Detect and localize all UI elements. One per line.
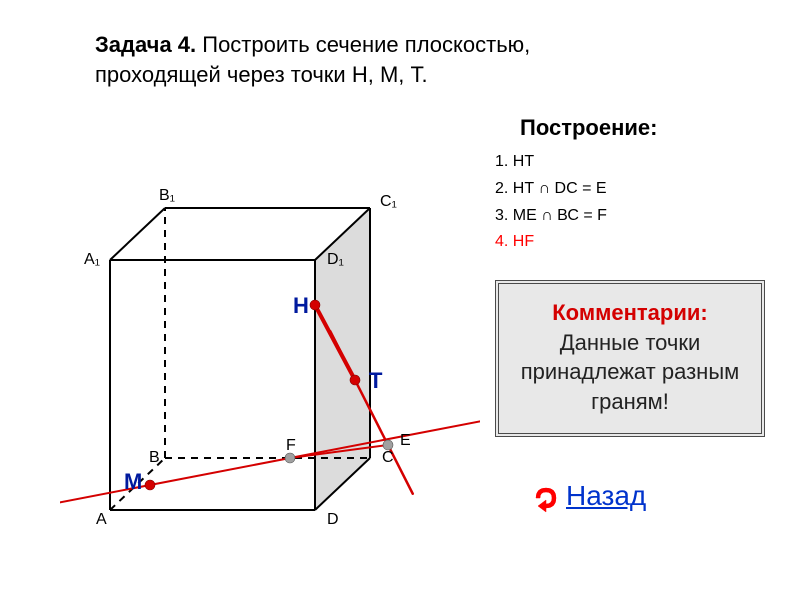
comment-title: Комментарии: xyxy=(509,298,751,328)
construction-heading: Построение: xyxy=(520,115,657,141)
svg-text:C: C xyxy=(382,449,394,466)
step-3: 3. ME ∩ ВС = F xyxy=(495,204,607,229)
svg-text:A: A xyxy=(96,511,107,528)
comment-body: Данные точки принадлежат разным граням! xyxy=(509,328,751,417)
svg-text:Т: Т xyxy=(369,368,383,393)
svg-text:F: F xyxy=(286,437,296,454)
svg-text:Н: Н xyxy=(293,293,309,318)
svg-text:B: B xyxy=(149,449,160,466)
svg-text:D: D xyxy=(327,511,339,528)
step-1: 1. НТ xyxy=(495,150,607,175)
back-link[interactable]: Назад xyxy=(566,480,646,512)
svg-text:B₁: B₁ xyxy=(159,187,175,204)
svg-text:D₁: D₁ xyxy=(327,251,344,268)
comment-box: Комментарии: Данные точки принадлежат ра… xyxy=(495,280,765,437)
back-arrow-icon[interactable] xyxy=(530,482,562,514)
svg-text:A₁: A₁ xyxy=(84,251,100,268)
problem-title: Задача 4. Построить сечение плоскостью, … xyxy=(95,30,655,89)
svg-text:C₁: C₁ xyxy=(380,193,397,210)
svg-text:М: М xyxy=(124,469,142,494)
title-bold: Задача 4. xyxy=(95,32,196,57)
step-2: 2. НТ ∩ DС = Е xyxy=(495,177,607,202)
construction-steps: 1. НТ 2. НТ ∩ DС = Е 3. ME ∩ ВС = F 4. Н… xyxy=(495,148,607,257)
svg-text:E: E xyxy=(400,432,411,449)
prism-diagram: A B D C A₁ B₁ D₁ C₁ Н Т E F М xyxy=(60,140,480,560)
step-4: 4. НF xyxy=(495,230,607,255)
